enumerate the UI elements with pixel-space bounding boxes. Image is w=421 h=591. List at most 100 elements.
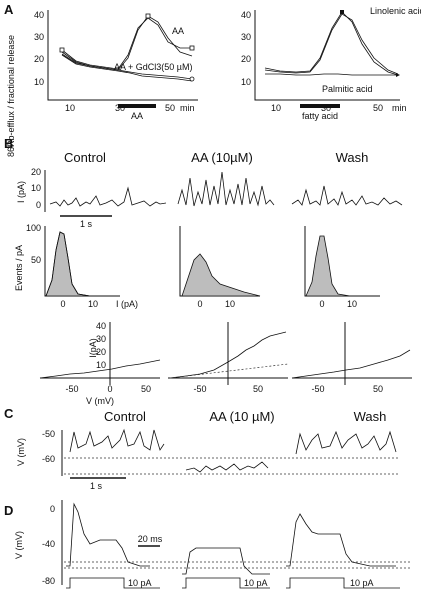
b-trace-aa [177, 171, 275, 207]
a-right-label-linolenic: Linolenic acid [370, 6, 421, 16]
a-right-ytick-30: 30 [241, 32, 251, 42]
a-left-label-gd: AA + GdCl3(50 µM) [114, 62, 192, 72]
d-stim-label-aa: 10 pA [244, 578, 268, 588]
a-right-marker [396, 73, 400, 77]
b-hist-control-axes [44, 226, 120, 297]
a-left-series-gd [61, 53, 193, 80]
a-left-marker [189, 45, 195, 51]
a-left-marker [145, 13, 151, 19]
c-trace-aa [185, 461, 269, 473]
panel-a-right-axes [254, 10, 400, 101]
d-trace-wash [286, 513, 396, 567]
panel-a-left-plot: 40 30 20 10 10 30 50 min AA AA + GdCl3(5… [34, 10, 198, 121]
b-iv-aa-axes [168, 322, 288, 385]
b-iv-aa-trace [169, 331, 287, 379]
b-iv-control-trace [39, 359, 161, 379]
a-right-ytick-10: 10 [241, 77, 251, 87]
c-condition-aa: AA (10 µM) [209, 409, 274, 424]
panel-c-letter: C [4, 406, 14, 421]
b-iv-aa-xtick-m50: -50 [193, 384, 206, 394]
b-trace-ytick-0: 0 [36, 200, 41, 210]
d-time-scale-label: 20 ms [138, 534, 163, 544]
b-trace-control [49, 186, 167, 207]
c-ytick-m60: -60 [42, 454, 55, 464]
a-right-series-palmitic [265, 73, 398, 76]
a-left-series-gd-2 [61, 54, 193, 82]
a-left-aa-bar [118, 104, 156, 108]
d-trace-aa [182, 547, 270, 575]
b-trace-ytick-10: 10 [31, 183, 41, 193]
b-iv-xtick-0: 0 [107, 384, 112, 394]
b-iv-xlabel: V (mV) [86, 396, 114, 406]
b-iv-aa-baseline [169, 363, 289, 379]
a-left-ytick-20: 20 [34, 54, 44, 64]
d-ytick-m40: -40 [42, 539, 55, 549]
b-iv-xtick-50: 50 [141, 384, 151, 394]
a-left-label-aa: AA [172, 26, 184, 36]
b-iv-control-axes [40, 322, 160, 385]
a-left-xtick-10: 10 [65, 103, 75, 113]
a-left-bar-label: AA [131, 111, 143, 121]
b-hist-wash-axes [304, 226, 380, 297]
a-right-ytick-40: 40 [241, 10, 251, 20]
a-right-marker [340, 10, 344, 14]
a-right-xtick-50: 50 [373, 103, 383, 113]
b-hist-aa-xtick-0: 0 [197, 299, 202, 309]
b-hist-wash-bars [305, 235, 351, 297]
d-stim-label-control: 10 pA [128, 578, 152, 588]
b-condition-wash: Wash [336, 150, 369, 165]
a-left-marker [189, 76, 195, 82]
b-hist-wash-xtick-0: 0 [319, 299, 324, 309]
panel-d-letter: D [4, 503, 13, 518]
b-time-scale-label: 1 s [80, 219, 93, 229]
d-stim-aa [182, 577, 270, 589]
a-right-label-palmitic: Palmitic acid [322, 84, 373, 94]
a-left-series-aa-2 [61, 17, 192, 70]
b-trace-wash [291, 185, 403, 206]
a-right-series-linolenic-2 [264, 11, 399, 76]
b-current-traces: 20 10 0 I (pA) 1 s [16, 167, 403, 229]
panel-a-right-plot: 40 30 20 10 10 30 50 min Linolenic acid … [241, 6, 421, 121]
c-ytick-m50: -50 [42, 429, 55, 439]
b-hist-control-xtick-0: 0 [60, 299, 65, 309]
b-iv-ytick-10: 10 [96, 360, 106, 370]
panel-b-letter: B [4, 136, 13, 151]
b-iv-ylabel: I(pA) [88, 338, 98, 358]
b-hist-aa-bars [181, 253, 261, 297]
b-iv-wash-xtick-m50: -50 [311, 384, 324, 394]
b-hist-control-xtick-10: 10 [88, 299, 98, 309]
panel-a-ylabel: 86Rb-efflux / fractional release [6, 35, 16, 157]
d-ytick-m80: -80 [42, 576, 55, 586]
a-right-ytick-20: 20 [241, 54, 251, 64]
d-stim-control [66, 577, 160, 589]
a-right-fatty-bar [300, 104, 340, 108]
b-iv-wash-trace [291, 349, 411, 379]
b-hist-ylabel: Events / pA [14, 245, 24, 291]
a-left-xunit: min [180, 103, 195, 113]
d-trace-control [66, 502, 150, 567]
b-hist-control-xlabel: I (pA) [116, 299, 138, 309]
a-right-xunit: min [392, 103, 407, 113]
d-ytick-0: 0 [50, 504, 55, 514]
c-condition-control: Control [104, 409, 146, 424]
b-hist-control-bars [45, 231, 91, 297]
c-ylabel: V (mV) [16, 438, 26, 466]
b-trace-ylabel: I (pA) [16, 181, 26, 203]
b-condition-control: Control [64, 150, 106, 165]
b-hist-ytick-100: 100 [26, 223, 41, 233]
c-time-scale-label: 1 s [90, 481, 103, 491]
c-trace-wash [295, 430, 397, 455]
d-stim-label-wash: 10 pA [350, 578, 374, 588]
panel-a-left-axes [47, 10, 198, 101]
a-left-marker [59, 47, 65, 53]
b-iv-plots: 40 30 20 10 I(pA) -50 0 50 V (mV) -50 50… [39, 321, 412, 406]
a-right-xtick-10: 10 [271, 103, 281, 113]
b-iv-ytick-20: 20 [96, 347, 106, 357]
panel-a-letter: A [4, 2, 14, 17]
a-left-xtick-50: 50 [165, 103, 175, 113]
b-hist-ytick-50: 50 [31, 255, 41, 265]
b-iv-ytick-40: 40 [96, 321, 106, 331]
a-right-series-linolenic [264, 13, 399, 75]
b-histograms: Events / pA 100 50 0 10 I (pA) 0 10 0 10 [14, 223, 380, 309]
